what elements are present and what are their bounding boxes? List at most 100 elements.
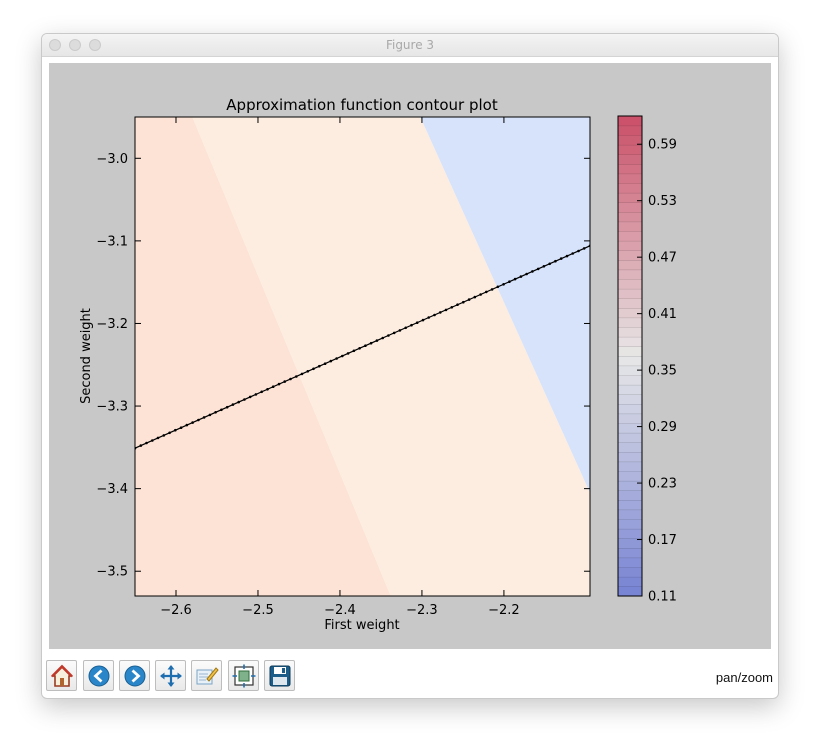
contour-region-1	[135, 117, 391, 596]
trajectory-point	[381, 336, 385, 340]
contour-regions	[135, 117, 590, 596]
trajectory-point	[254, 393, 258, 396]
colorbar-band	[617, 470, 643, 482]
trajectory-point	[208, 413, 212, 417]
colorbar-band	[617, 461, 643, 472]
colorbar-band	[617, 374, 643, 386]
colorbar-band	[617, 557, 643, 568]
colorbar-band	[617, 355, 643, 367]
trajectory-point	[162, 434, 166, 437]
trajectory-point	[214, 411, 217, 414]
trajectory-point	[364, 344, 367, 348]
zoom-to-rect-icon	[196, 667, 219, 685]
trajectory-point	[248, 395, 252, 399]
colorbar-band	[617, 518, 643, 530]
colorbar-band	[617, 259, 643, 271]
colorbar-tick-label: 0.23	[648, 477, 677, 492]
colorbar-band	[617, 326, 643, 338]
trajectory-point	[565, 254, 569, 258]
trajectory-point	[444, 308, 448, 312]
pan-button[interactable]	[155, 660, 186, 691]
colorbar-band	[617, 451, 643, 463]
trajectory-point	[508, 280, 511, 283]
y-tick-label: −3.5	[96, 565, 128, 580]
colorbar-band	[617, 346, 643, 357]
figure-canvas[interactable]: −2.6 −2.5 −2.4 −2.3 −2.2 −3.0 −3.1 −3.2 −3.3 −3.…	[49, 63, 771, 649]
colorbar-tick-label: 0.29	[648, 420, 677, 435]
window-title: Figure 3	[385, 38, 435, 52]
colorbar-band	[617, 115, 643, 127]
trajectory-point	[542, 265, 546, 268]
trajectory-point	[185, 423, 189, 427]
trajectory-point	[392, 331, 396, 335]
trajectory-point	[312, 367, 315, 371]
trajectory-point	[220, 408, 223, 412]
colorbar-tick-label: 0.41	[648, 307, 677, 322]
colorbar-band	[617, 269, 643, 280]
trajectory-point	[496, 285, 500, 289]
colorbar-band	[617, 576, 643, 587]
trajectory-line	[135, 244, 590, 450]
colorbar-band	[617, 499, 643, 511]
x-tick-label: −2.4	[324, 603, 356, 618]
chart-title: Approximation function contour plot	[226, 96, 498, 114]
trajectory-point	[519, 275, 523, 278]
trajectory-point	[375, 339, 379, 342]
trajectory-point	[410, 323, 413, 327]
x-tick-label: −2.2	[488, 603, 520, 618]
x-tick-label: −2.5	[242, 603, 274, 618]
colorbar-band	[617, 182, 643, 194]
x-axis: −2.6 −2.5 −2.4 −2.3 −2.2	[160, 117, 520, 618]
save-icon	[269, 665, 291, 687]
back-button[interactable]	[83, 660, 114, 691]
colorbar-band	[617, 586, 643, 597]
colorbar-band	[617, 144, 643, 155]
trajectory-point	[191, 421, 194, 424]
colorbar-band	[617, 154, 643, 165]
colorbar-tick-label: 0.59	[648, 138, 677, 153]
trajectory-point	[260, 390, 263, 394]
close-button[interactable]	[49, 39, 61, 51]
trajectory-point	[329, 359, 333, 363]
colorbar-band	[617, 288, 643, 299]
zoom-button[interactable]	[89, 39, 101, 51]
subplots-icon	[232, 664, 256, 688]
trajectory-point	[536, 267, 540, 271]
forward-arrow-icon	[124, 665, 146, 687]
colorbar-band	[617, 509, 643, 520]
trajectory-point	[271, 385, 275, 389]
x-tick-label: −2.3	[406, 603, 438, 618]
colorbar-band	[617, 403, 643, 415]
zoom-button-toolbar[interactable]	[191, 660, 222, 691]
home-button[interactable]	[46, 660, 77, 691]
minimize-button[interactable]	[69, 39, 81, 51]
trajectory-point	[467, 298, 471, 301]
trajectory-point	[335, 357, 338, 360]
forward-button[interactable]	[119, 660, 150, 691]
y-tick-label: −3.2	[96, 317, 128, 332]
trajectory-point	[179, 426, 183, 430]
colorbar-frame	[617, 115, 643, 597]
save-button[interactable]	[264, 660, 295, 691]
colorbar-band	[617, 528, 643, 539]
colorbar-tick-label: 0.47	[648, 251, 677, 266]
colorbar-band	[617, 547, 643, 559]
colorbar-tick-label: 0.11	[648, 590, 677, 605]
colorbar-band	[617, 163, 643, 175]
trajectory-point	[450, 306, 454, 309]
configure-subplots-button[interactable]	[228, 660, 259, 691]
trajectory-point	[225, 405, 229, 409]
trajectory-point	[341, 354, 344, 358]
trajectory-point	[156, 436, 160, 440]
trajectory-point	[554, 259, 557, 263]
colorbar-band	[617, 432, 643, 443]
trajectory-point	[433, 313, 436, 317]
colorbar-band	[617, 384, 643, 395]
trajectory-point	[548, 262, 551, 266]
colorbar-band	[617, 566, 643, 578]
trajectory-point	[237, 400, 240, 404]
trajectory-point	[202, 416, 206, 419]
colorbar-tick-label: 0.35	[648, 364, 677, 379]
title-bar[interactable]: Figure 3	[42, 34, 778, 57]
trajectory-point	[525, 272, 528, 276]
